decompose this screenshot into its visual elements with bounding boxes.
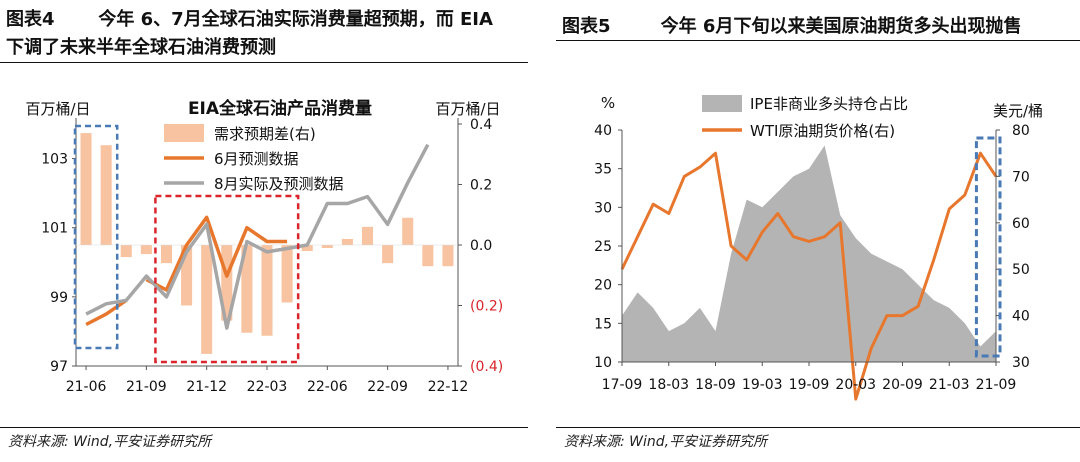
legend-label: 6月预测数据 xyxy=(214,150,299,168)
left-chart-panel: 图表4 今年 6、7月全球石油实际消费量超预期，而 EIA 下调了未来半年全球石… xyxy=(0,0,528,462)
x-tick-label: 20-09 xyxy=(882,377,923,393)
wti-price-line xyxy=(620,151,998,401)
june-forecast-line xyxy=(145,215,288,292)
right-tick-label: 80 xyxy=(1012,123,1030,139)
ipe-long-position-area xyxy=(622,145,996,362)
demand-gap-bar xyxy=(382,245,394,264)
left-y-axis-title: 百万桶/日 xyxy=(25,100,90,118)
legend-label: WTI原油期货价格(右) xyxy=(750,122,895,140)
left-tick-label: 30 xyxy=(594,200,612,216)
demand-gap-bar xyxy=(422,245,434,267)
x-tick-label: 20-03 xyxy=(835,377,876,393)
x-tick-label: 22-12 xyxy=(428,379,469,395)
right-tick-label: 0.2 xyxy=(470,178,492,194)
right-tick-label: 40 xyxy=(1012,309,1030,325)
left-tick-label: 35 xyxy=(594,162,612,178)
left-title-line1: 图表4 今年 6、7月全球石油实际消费量超预期，而 EIA xyxy=(6,9,493,30)
legend-label: 8月实际及预测数据 xyxy=(214,175,344,193)
blue-highlight-box xyxy=(974,136,1002,358)
left-tick-label: 40 xyxy=(594,123,612,139)
right-tick-label: 60 xyxy=(1012,216,1030,232)
right-tick-label: (0.2) xyxy=(470,299,503,315)
legend-label: 需求预期差(右) xyxy=(214,125,316,143)
x-tick-label: 21-09 xyxy=(126,379,167,395)
demand-gap-bar xyxy=(241,245,253,333)
left-tick-label: 20 xyxy=(594,278,612,294)
x-tick-label: 21-06 xyxy=(66,379,107,395)
x-tick-label: 22-03 xyxy=(247,379,288,395)
right-y-axis-title: 百万桶/日 xyxy=(435,100,500,118)
demand-gap-bar xyxy=(442,245,454,267)
left-tick-label: 99 xyxy=(50,290,68,306)
x-tick-label: 22-09 xyxy=(367,379,408,395)
right-tick-label: 0.4 xyxy=(470,117,492,133)
demand-gap-bar xyxy=(140,245,152,255)
demand-gap-bar xyxy=(261,245,273,336)
demand-gap-bar xyxy=(100,145,112,245)
demand-gap-bar xyxy=(402,217,414,245)
right-tick-label: 30 xyxy=(1012,355,1030,371)
legend-label: IPE非商业多头持仓占比 xyxy=(750,95,908,113)
demand-gap-bar xyxy=(80,133,92,245)
left-source-note: 资料来源: Wind,平安证券研究所 xyxy=(8,434,212,450)
blue-highlight-box xyxy=(73,124,119,350)
right-title: 图表5 今年 6月下旬以来美国原油期货多头出现抛售 xyxy=(562,16,1022,37)
left-tick-label: 97 xyxy=(50,359,68,375)
left-title-rule xyxy=(0,62,528,63)
x-tick-label: 22-06 xyxy=(307,379,348,395)
left-title-line2: 下调了未来半年全球石油消费预测 xyxy=(6,37,276,58)
left-tick-label: 15 xyxy=(594,316,612,332)
left-tick-label: 25 xyxy=(594,239,612,255)
red-highlight-box xyxy=(154,194,300,364)
demand-gap-bar xyxy=(181,245,193,306)
x-tick-label: 21-03 xyxy=(929,377,970,393)
demand-gap-bar xyxy=(341,238,353,245)
right-source-rule xyxy=(556,427,1080,428)
august-actual-line xyxy=(85,143,430,330)
x-tick-label: 19-09 xyxy=(789,377,830,393)
demand-gap-bar xyxy=(221,245,233,321)
right-tick-label: (0.4) xyxy=(470,359,503,375)
left-tick-label: 10 xyxy=(594,355,612,371)
x-tick-label: 18-03 xyxy=(648,377,689,393)
chart-title: EIA全球石油产品消费量 xyxy=(188,98,372,119)
right-tick-label: 50 xyxy=(1012,262,1030,278)
demand-gap-bar xyxy=(321,245,333,249)
right-y-axis-title: 美元/桶 xyxy=(993,102,1043,120)
right-chart-panel: 图表5 今年 6月下旬以来美国原油期货多头出现抛售 % 美元/桶 10 15 20 25 3… xyxy=(556,0,1080,462)
right-title-rule xyxy=(556,40,1080,41)
x-tick-label: 17-09 xyxy=(602,377,643,393)
demand-gap-bar xyxy=(361,226,374,245)
right-tick-label: 0.0 xyxy=(470,238,492,254)
demand-gap-bar xyxy=(160,245,173,264)
x-tick-label: 21-12 xyxy=(186,379,227,395)
legend-swatch-bar xyxy=(164,124,204,142)
right-chart: % 美元/桶 10 15 20 25 30 35 40 30 40 50 60 70 80 17-09 18-0… xyxy=(594,94,1043,401)
left-tick-label: 101 xyxy=(41,221,68,237)
x-tick-label: 21-09 xyxy=(976,377,1017,393)
right-source-note: 资料来源: Wind,平安证券研究所 xyxy=(564,434,768,450)
left-y-axis-title: % xyxy=(601,94,615,112)
left-tick-label: 103 xyxy=(41,152,68,168)
x-tick-label: 18-09 xyxy=(695,377,736,393)
june-forecast-line xyxy=(85,298,128,327)
demand-gap-bar xyxy=(301,245,313,252)
demand-gap-bar xyxy=(120,245,132,258)
demand-gap-bar xyxy=(201,245,213,354)
left-chart: 百万桶/日 百万桶/日 EIA全球石油产品消费量 97 99 101 103 (0.4) (0.… xyxy=(25,98,503,395)
demand-gap-bar xyxy=(281,245,293,303)
left-source-rule xyxy=(0,427,528,428)
x-tick-label: 19-03 xyxy=(742,377,783,393)
right-tick-label: 70 xyxy=(1012,169,1030,185)
legend-swatch-area xyxy=(702,95,742,112)
